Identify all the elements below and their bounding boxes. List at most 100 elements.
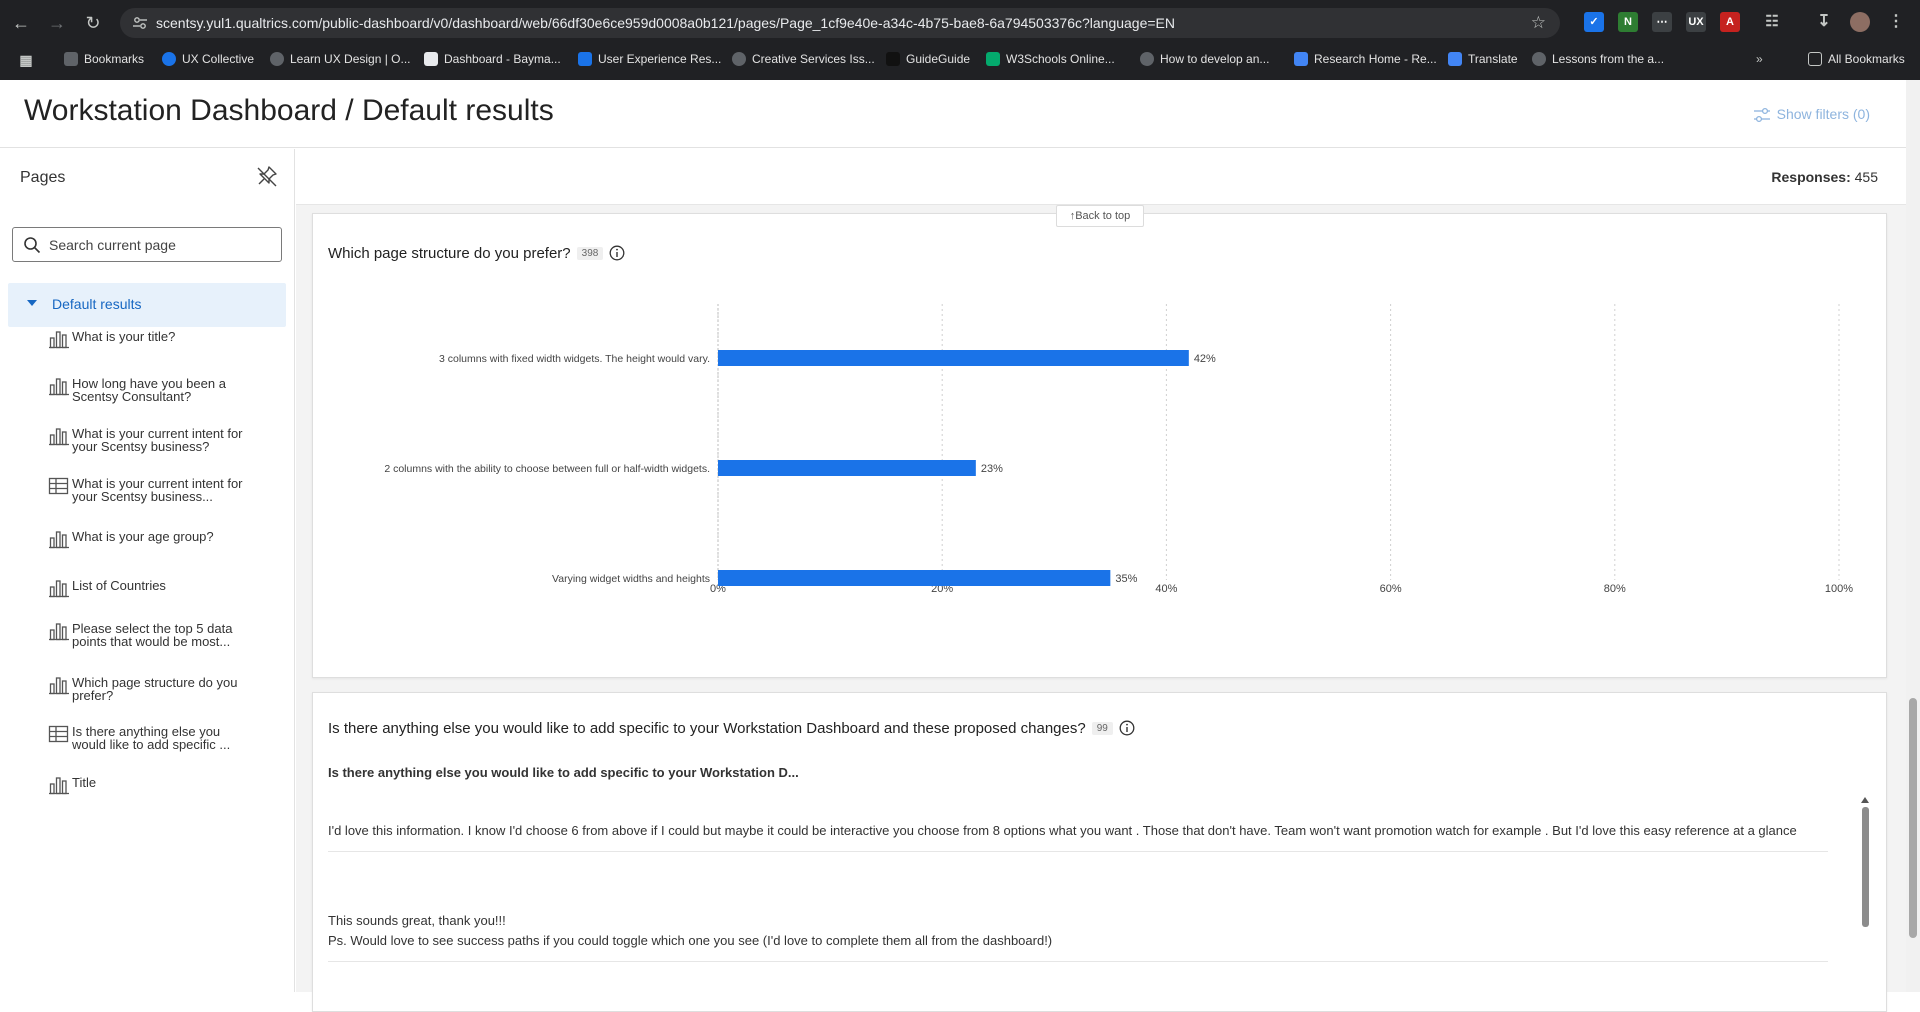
show-filters-label: Show filters (0)	[1776, 106, 1870, 122]
bookmark-item[interactable]: Research Home - Re...	[1294, 50, 1437, 68]
sidebar-item-label: Title	[72, 775, 97, 790]
scroll-up-arrow-icon[interactable]	[1861, 797, 1869, 803]
response-count-badge: 99	[1091, 722, 1113, 735]
text-responses-card: Is there anything else you would like to…	[312, 692, 1887, 1012]
sidebar-item[interactable]: Which page structure do you prefer?	[48, 675, 248, 715]
pdf-extension-icon[interactable]: A	[1720, 12, 1740, 32]
sidebar-item-label: Which page structure do you prefer?	[72, 675, 238, 703]
back-to-top-button[interactable]: ↑Back to top	[1056, 205, 1144, 227]
x-tick-label: 60%	[1380, 583, 1402, 595]
sidebar-item[interactable]: Is there anything else you would like to…	[48, 724, 248, 764]
sidebar-item[interactable]: Please select the top 5 data points that…	[48, 621, 248, 661]
globe-icon	[270, 52, 284, 66]
bookmark-item[interactable]: User Experience Res...	[578, 50, 721, 68]
bar	[718, 350, 1189, 366]
sidebar-item-label: What is your title?	[72, 329, 176, 344]
bookmark-item[interactable]: How to develop an...	[1140, 50, 1269, 68]
back-arrow-icon[interactable]: ←	[12, 13, 30, 33]
search-icon	[24, 237, 41, 254]
column-header: Is there anything else you would like to…	[328, 765, 799, 780]
bookmark-item[interactable]: Learn UX Design | O...	[270, 50, 411, 68]
sidebar-item[interactable]: What is your current intent for your Sce…	[48, 476, 248, 516]
bookmark-item[interactable]: Creative Services Iss...	[732, 50, 875, 68]
globe-icon	[1140, 52, 1154, 66]
x-tick-label: 40%	[1155, 583, 1177, 595]
sidebar-title: Pages	[20, 169, 66, 186]
sidebar-item[interactable]: How long have you been a Scentsy Consult…	[48, 376, 248, 416]
sidebar-item[interactable]: What is your age group?	[48, 529, 248, 569]
bookmarks-bar: ▦ Bookmarks UX Collective Learn UX Desig…	[0, 46, 1920, 72]
bar-chart-icon	[49, 531, 69, 549]
menu-kebab-icon[interactable]: ⋮	[1888, 13, 1904, 30]
bar	[718, 570, 1111, 586]
responses-bar: Responses: 455	[296, 149, 1906, 205]
sidebar-item[interactable]: What is your title?	[48, 329, 248, 369]
caret-down-icon[interactable]	[27, 300, 37, 306]
reload-icon[interactable]: ↻	[85, 13, 101, 33]
dashboard-icon	[424, 52, 438, 66]
search-field[interactable]	[12, 227, 282, 262]
sidebar-item-label: How long have you been a Scentsy Consult…	[72, 376, 226, 404]
bookmark-item[interactable]: W3Schools Online...	[986, 50, 1115, 68]
globe-icon	[1532, 52, 1546, 66]
bookmark-item[interactable]: Lessons from the a...	[1532, 50, 1664, 68]
checkmark-extension-icon[interactable]: ✓	[1584, 12, 1604, 32]
bar-chart-icon	[49, 428, 69, 446]
download-icon[interactable]: ↧	[1817, 13, 1831, 30]
extensions-puzzle-icon[interactable]: ☷	[1765, 13, 1779, 30]
bookmark-item[interactable]: Bookmarks	[64, 50, 144, 68]
bar-value-label: 35%	[1115, 573, 1137, 585]
sidebar-item[interactable]: Title	[48, 775, 248, 815]
ux-extension-icon[interactable]: UX	[1686, 12, 1706, 32]
forward-arrow-icon[interactable]: →	[48, 13, 66, 33]
browser-chrome: ← → ↻ scentsy.yul1.qualtrics.com/public-…	[0, 0, 1920, 80]
unpin-icon[interactable]	[256, 165, 278, 187]
apps-grid-icon[interactable]: ▦	[19, 52, 33, 68]
new-extension-icon[interactable]: N	[1618, 12, 1638, 32]
page-scrollbar[interactable]	[1906, 80, 1920, 992]
bar-chart-icon	[49, 677, 69, 695]
profile-avatar[interactable]	[1850, 12, 1870, 32]
table-row: This sounds great, thank you!!! Ps. Woul…	[328, 911, 1828, 962]
all-bookmarks[interactable]: All Bookmarks	[1808, 50, 1905, 68]
bar-value-label: 23%	[981, 463, 1003, 475]
page-scrollbar-thumb[interactable]	[1909, 698, 1917, 938]
sidebar-item[interactable]: List of Countries	[48, 578, 248, 618]
bar-chart-icon	[49, 378, 69, 396]
translate-icon	[1448, 52, 1462, 66]
more-bookmarks-chevron-icon[interactable]: »	[1756, 52, 1763, 66]
bookmark-star-icon[interactable]: ☆	[1530, 13, 1546, 32]
bookmark-item[interactable]: Translate	[1448, 50, 1518, 68]
scrollbar-thumb[interactable]	[1862, 807, 1869, 927]
sidebar-item-label: What is your age group?	[72, 529, 214, 544]
site-settings-icon[interactable]	[132, 15, 148, 31]
info-icon[interactable]	[609, 245, 625, 261]
table-icon	[48, 477, 69, 495]
table-row: I'd love this information. I know I'd ch…	[328, 821, 1828, 852]
y-category-label: Varying widget widths and heights	[552, 573, 710, 585]
y-category-label: 2 columns with the ability to choose bet…	[384, 463, 710, 475]
search-input[interactable]	[49, 228, 274, 261]
dots-extension-icon[interactable]: ⋯	[1652, 12, 1672, 32]
bookmark-item[interactable]: UX Collective	[162, 50, 254, 68]
research-icon	[1294, 52, 1308, 66]
folder-icon	[1808, 52, 1822, 66]
x-tick-label: 100%	[1825, 583, 1853, 595]
bookmark-item[interactable]: Dashboard - Bayma...	[424, 50, 561, 68]
url-text[interactable]: scentsy.yul1.qualtrics.com/public-dashbo…	[156, 15, 1176, 31]
address-bar[interactable]: scentsy.yul1.qualtrics.com/public-dashbo…	[120, 8, 1560, 38]
sidebar-item[interactable]: What is your current intent for your Sce…	[48, 426, 248, 466]
question-title: Is there anything else you would like to…	[328, 720, 1135, 737]
bar-chart-icon	[49, 580, 69, 598]
bar-chart: 0% 20% 40% 60% 80% 100%3 columns with fixed w…	[384, 304, 1853, 595]
show-filters-button[interactable]: Show filters (0)	[1753, 106, 1870, 123]
sidebar-item-label: Is there anything else you would like to…	[72, 724, 231, 752]
y-category-label: 3 columns with fixed width widgets. The …	[439, 353, 710, 365]
table-icon	[48, 725, 69, 743]
responses-scrollbar[interactable]	[1861, 797, 1870, 932]
info-icon[interactable]	[1119, 720, 1135, 736]
bar-chart-icon	[49, 777, 69, 795]
sidebar-item-label: List of Countries	[72, 578, 166, 593]
section-default-results[interactable]: Default results	[8, 283, 286, 327]
bookmark-item[interactable]: GuideGuide	[886, 50, 970, 68]
